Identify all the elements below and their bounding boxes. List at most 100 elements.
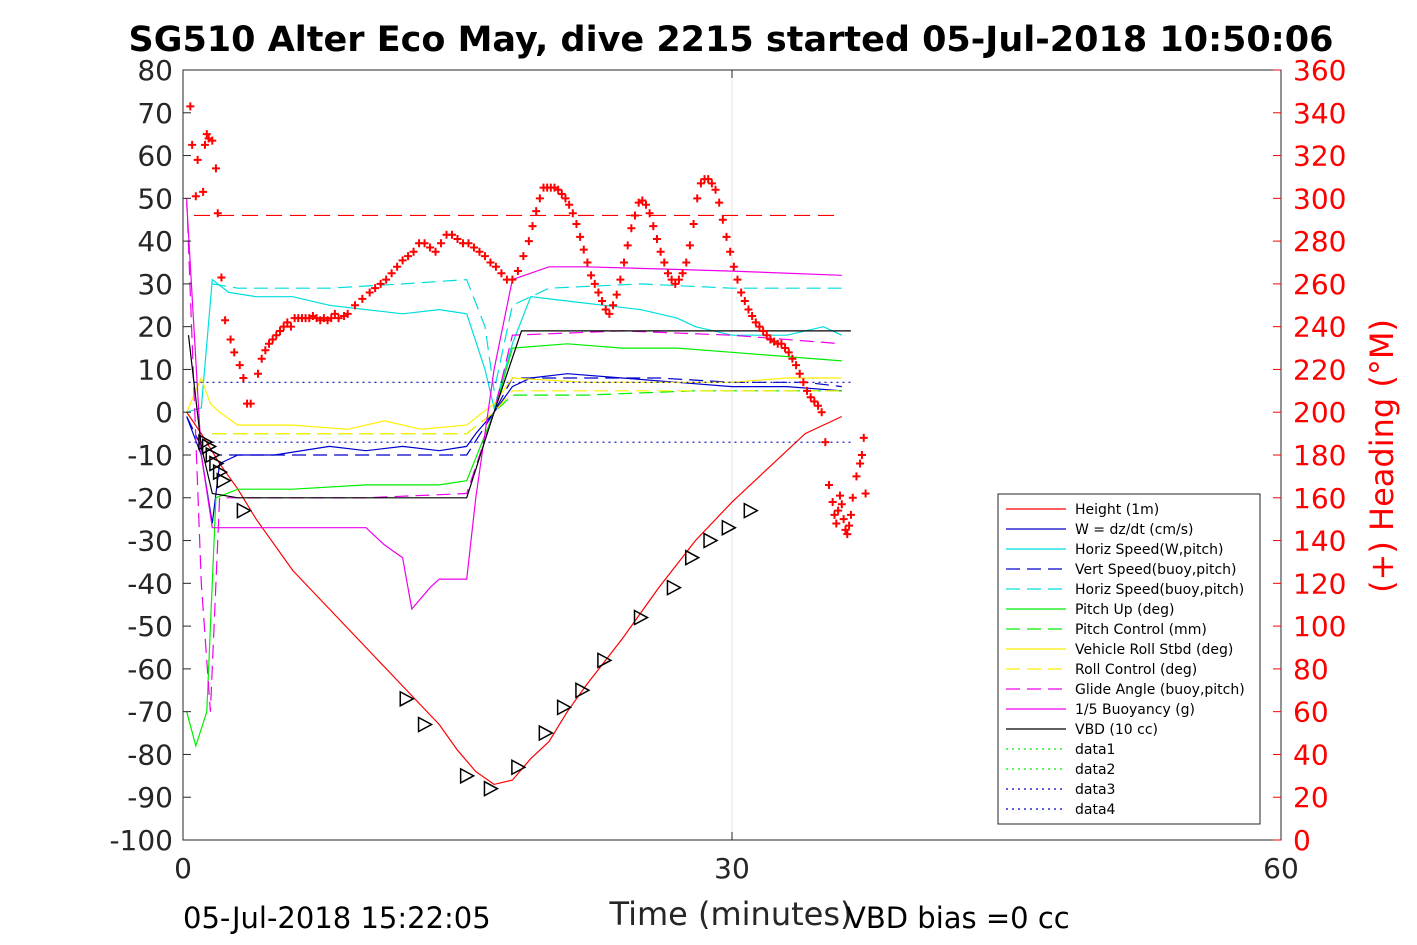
legend-entry: data2 — [1075, 762, 1115, 778]
heading-marker — [715, 198, 724, 207]
heading-marker — [211, 164, 220, 173]
heading-marker — [762, 331, 771, 340]
legend-entry: Horiz Speed(buoy,pitch) — [1075, 582, 1244, 598]
series-line-9 — [186, 198, 842, 712]
y-tick-label: -90 — [127, 781, 173, 814]
heading-marker — [795, 369, 804, 378]
right-y-tick-label: 240 — [1293, 311, 1346, 344]
right-y-tick-label: 200 — [1293, 396, 1346, 429]
heading-marker — [265, 339, 274, 348]
series-line-5 — [186, 343, 842, 749]
heading-marker — [645, 209, 654, 218]
heading-marker — [711, 185, 720, 194]
legend-entry: Vert Speed(buoy,pitch) — [1075, 562, 1237, 578]
heading-marker — [616, 275, 625, 284]
heading-marker — [226, 335, 235, 344]
triangle-marker — [721, 519, 737, 536]
heading-marker — [583, 258, 592, 267]
legend-entry: Height (1m) — [1075, 502, 1159, 518]
axes: 80706050403020100-10-20-30-40-50-60-70-8… — [109, 54, 1346, 885]
heading-marker — [814, 401, 823, 410]
heading-marker — [598, 297, 607, 305]
y-tick-label: 20 — [137, 311, 173, 344]
right-y-tick-label: 340 — [1293, 97, 1346, 130]
heading-marker — [579, 245, 588, 254]
heading-marker — [623, 241, 632, 250]
heading-marker — [718, 215, 727, 224]
right-y-tick-label: 360 — [1293, 54, 1346, 87]
heading-marker — [861, 489, 870, 498]
heading-marker — [674, 275, 683, 284]
heading-layer — [186, 102, 870, 539]
triangle-marker — [556, 699, 573, 716]
y-tick-label: 70 — [137, 97, 173, 130]
heading-marker — [620, 258, 629, 267]
heading-marker — [497, 269, 506, 278]
legend-entry: Horiz Speed(W,pitch) — [1075, 542, 1223, 558]
heading-marker — [828, 498, 837, 507]
heading-marker — [824, 480, 833, 489]
heading-marker — [821, 438, 830, 447]
heading-marker — [678, 269, 687, 278]
heading-marker — [852, 472, 861, 481]
heading-marker — [513, 267, 522, 276]
heading-marker — [817, 408, 826, 417]
heading-marker — [351, 301, 360, 310]
right-y-tick-label: 120 — [1293, 567, 1346, 600]
heading-marker — [365, 288, 374, 297]
y-tick-label: -20 — [127, 482, 173, 515]
heading-marker — [420, 239, 429, 248]
heading-marker — [834, 506, 843, 515]
triangle-marker — [459, 767, 476, 785]
heading-marker — [437, 239, 446, 248]
y-tick-label: -50 — [127, 610, 173, 643]
heading-marker — [519, 252, 528, 261]
heading-marker — [272, 331, 281, 340]
heading-marker — [751, 318, 760, 327]
triangle-marker — [703, 532, 719, 549]
right-y-tick-label: 60 — [1293, 696, 1329, 729]
legend-entry: Pitch Up (deg) — [1075, 602, 1174, 618]
right-y-tick-label: 0 — [1293, 824, 1311, 857]
right-y-tick-label: 300 — [1293, 182, 1346, 215]
x-tick-label: 60 — [1263, 852, 1299, 885]
y-tick-label: 40 — [137, 225, 173, 258]
heading-marker — [572, 220, 581, 228]
heading-marker — [857, 451, 866, 459]
heading-marker — [200, 140, 209, 149]
heading-marker — [221, 316, 230, 325]
heading-marker — [704, 175, 713, 184]
heading-marker — [561, 194, 570, 203]
heading-marker — [217, 273, 226, 282]
series-line-11 — [187, 330, 851, 499]
heading-marker — [239, 374, 248, 382]
heading-marker — [845, 521, 854, 530]
legend-entry: VBD (10 cc) — [1075, 722, 1158, 738]
heading-marker — [382, 275, 391, 284]
footer-vbd-bias: VBD bias =0 cc — [846, 901, 1070, 935]
heading-marker — [261, 346, 270, 355]
triangle-marker — [236, 502, 252, 519]
y-tick-label: -100 — [109, 824, 173, 857]
heading-marker — [605, 309, 614, 318]
heading-marker — [726, 247, 735, 256]
heading-marker — [656, 247, 665, 256]
heading-marker — [213, 209, 222, 218]
triangle-marker — [684, 549, 701, 566]
series-layer — [186, 198, 851, 786]
heading-marker — [535, 194, 544, 203]
heading-marker — [799, 378, 808, 387]
right-y-tick-label: 20 — [1293, 781, 1329, 814]
heading-marker — [755, 322, 764, 331]
heading-marker — [257, 354, 266, 363]
y-tick-label: 60 — [137, 140, 173, 173]
heading-marker — [576, 232, 585, 241]
heading-marker — [601, 305, 610, 314]
legend-entry: W = dz/dt (cm/s) — [1075, 522, 1194, 538]
heading-marker — [202, 130, 211, 139]
right-axis-label: (+) Heading (°M) — [1363, 319, 1401, 593]
heading-marker — [841, 525, 850, 534]
y-tick-label: -80 — [127, 738, 173, 771]
y-tick-label: -60 — [127, 653, 173, 686]
